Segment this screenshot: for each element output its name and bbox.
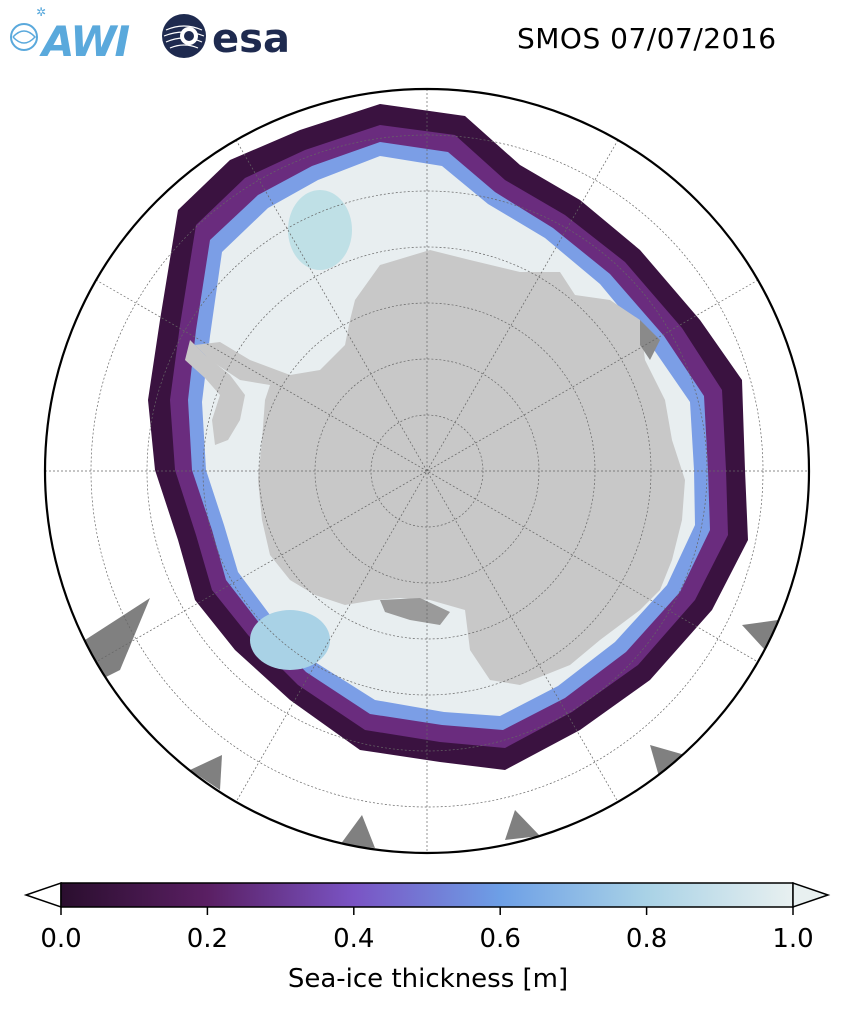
ice-shelf <box>640 320 660 360</box>
ice-shelf <box>380 598 450 625</box>
colorbar-tick-label: 0.6 <box>479 924 521 954</box>
antarctic-peninsula <box>185 340 245 445</box>
land-patch <box>650 745 685 780</box>
awi-logo: ✲ AWI <box>10 5 132 66</box>
graticule <box>45 89 809 853</box>
colorbar-tick-label: 0.0 <box>40 924 82 954</box>
antarctica-landmass <box>195 250 685 685</box>
ice-patch <box>250 610 330 670</box>
land-patch <box>505 810 540 840</box>
svg-text:✲: ✲ <box>36 5 46 19</box>
colorbar-tick-label: 0.8 <box>625 924 668 954</box>
colorbar-label: Sea-ice thickness [m] <box>287 964 569 994</box>
esa-logo-text: esa <box>212 16 290 62</box>
land-patch <box>190 755 222 790</box>
map-boundary <box>43 87 811 855</box>
colorbar-tick-label: 0.2 <box>186 924 229 954</box>
awi-logo-text: AWI <box>39 17 130 66</box>
land-patch <box>85 598 150 680</box>
logo-area: ✲ AWI esa <box>10 5 290 66</box>
colorbar-tick-label: 1.0 <box>772 924 814 954</box>
esa-logo: esa <box>162 14 290 62</box>
ice-patch <box>288 190 352 270</box>
map-title: SMOS 07/07/2016 <box>517 22 777 55</box>
land-patch <box>340 815 375 848</box>
land-patch <box>742 620 778 650</box>
colorbar-tick-label: 0.4 <box>333 924 375 954</box>
